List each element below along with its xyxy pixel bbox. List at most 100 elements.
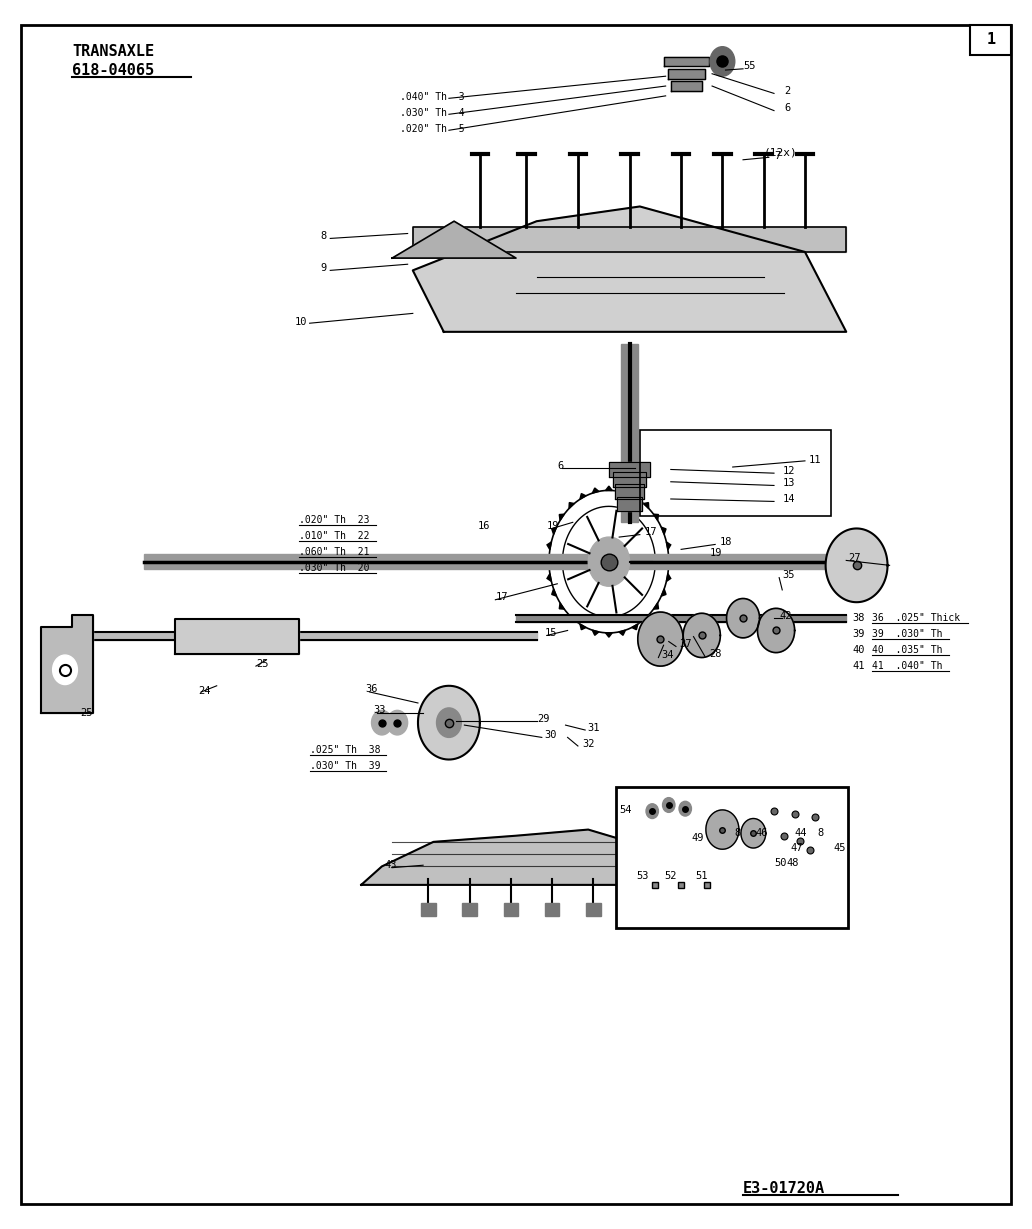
Polygon shape [669, 558, 672, 565]
Polygon shape [559, 603, 565, 610]
Circle shape [826, 528, 888, 602]
Text: 7: 7 [774, 151, 780, 161]
Bar [970, 25, 1011, 55]
Text: 40  .035" Th: 40 .035" Th [872, 645, 942, 655]
Polygon shape [462, 903, 477, 916]
Text: 48: 48 [786, 858, 799, 868]
Text: 16: 16 [478, 521, 490, 531]
Polygon shape [552, 527, 556, 535]
Text: 618-04065: 618-04065 [72, 63, 155, 77]
Text: 24: 24 [198, 686, 211, 696]
Circle shape [663, 798, 675, 812]
Text: 18: 18 [719, 537, 732, 547]
Polygon shape [413, 206, 846, 332]
Polygon shape [413, 227, 846, 252]
Polygon shape [580, 624, 586, 629]
Circle shape [387, 710, 408, 735]
Polygon shape [632, 624, 638, 629]
Text: 25: 25 [256, 659, 268, 669]
Text: 51: 51 [696, 871, 708, 881]
Text: .040" Th  3: .040" Th 3 [400, 92, 465, 102]
Polygon shape [653, 603, 658, 610]
Text: 36: 36 [365, 685, 378, 694]
Polygon shape [569, 614, 574, 621]
Polygon shape [664, 57, 709, 66]
Circle shape [727, 599, 760, 638]
Polygon shape [668, 69, 705, 79]
Text: .020" Th  23: .020" Th 23 [299, 515, 369, 525]
Polygon shape [580, 494, 586, 499]
Text: .030" Th  4: .030" Th 4 [400, 108, 465, 118]
Text: 34: 34 [662, 650, 674, 660]
Polygon shape [617, 497, 642, 511]
Circle shape [372, 710, 392, 735]
Text: 17: 17 [495, 592, 508, 602]
Polygon shape [671, 81, 702, 91]
Circle shape [710, 47, 735, 76]
Text: 55: 55 [743, 61, 755, 71]
Circle shape [757, 608, 795, 653]
Text: 50: 50 [774, 858, 786, 868]
Text: 25: 25 [80, 708, 93, 718]
Polygon shape [52, 632, 537, 640]
Text: 14: 14 [782, 494, 795, 504]
Text: TRANSAXLE: TRANSAXLE [72, 44, 155, 59]
Text: 43: 43 [385, 860, 397, 870]
Text: .030" Th  39: .030" Th 39 [310, 761, 380, 771]
Text: 12: 12 [782, 466, 795, 476]
Circle shape [683, 613, 720, 658]
Polygon shape [547, 574, 551, 581]
Text: 30: 30 [544, 730, 556, 740]
Text: 41  .040" Th: 41 .040" Th [872, 661, 942, 671]
Text: 15: 15 [545, 628, 557, 638]
Text: 54: 54 [619, 805, 632, 815]
Text: 9: 9 [320, 263, 326, 273]
Polygon shape [41, 614, 93, 713]
Text: 37: 37 [679, 639, 691, 649]
Text: 1: 1 [987, 32, 995, 47]
Text: 11: 11 [809, 455, 821, 465]
Polygon shape [609, 462, 650, 477]
Text: 44: 44 [795, 828, 807, 838]
Polygon shape [644, 614, 649, 621]
Polygon shape [175, 619, 299, 654]
Text: 45: 45 [834, 843, 846, 853]
Polygon shape [559, 514, 565, 520]
Circle shape [679, 801, 691, 816]
Text: .030" Th  20: .030" Th 20 [299, 563, 369, 573]
Text: 6: 6 [557, 461, 563, 471]
Text: 42: 42 [779, 611, 792, 621]
Circle shape [53, 655, 77, 685]
Text: 29: 29 [538, 714, 550, 724]
Text: 8: 8 [817, 828, 824, 838]
Text: 19: 19 [547, 521, 559, 531]
Text: 52: 52 [665, 871, 677, 881]
Text: 10: 10 [295, 317, 308, 327]
Polygon shape [619, 488, 625, 493]
Polygon shape [632, 494, 638, 499]
Text: 47: 47 [791, 843, 803, 853]
Text: 39  .030" Th: 39 .030" Th [872, 629, 942, 639]
Polygon shape [592, 630, 599, 635]
Text: 33: 33 [374, 705, 386, 715]
Bar [616, 787, 848, 928]
Text: 17: 17 [645, 527, 657, 537]
Polygon shape [615, 484, 644, 499]
Circle shape [588, 537, 630, 586]
Polygon shape [361, 830, 671, 885]
Polygon shape [592, 488, 599, 493]
Text: 53: 53 [637, 871, 649, 881]
Text: (12x): (12x) [764, 147, 798, 157]
Polygon shape [504, 903, 518, 916]
Circle shape [706, 810, 739, 849]
Text: 27: 27 [848, 553, 861, 563]
Text: 38: 38 [852, 613, 865, 623]
Polygon shape [606, 487, 612, 490]
Polygon shape [613, 472, 646, 487]
Polygon shape [421, 903, 436, 916]
Polygon shape [619, 630, 625, 635]
Circle shape [638, 612, 683, 666]
Text: 8: 8 [320, 231, 326, 241]
Polygon shape [546, 558, 549, 565]
Polygon shape [627, 903, 642, 916]
